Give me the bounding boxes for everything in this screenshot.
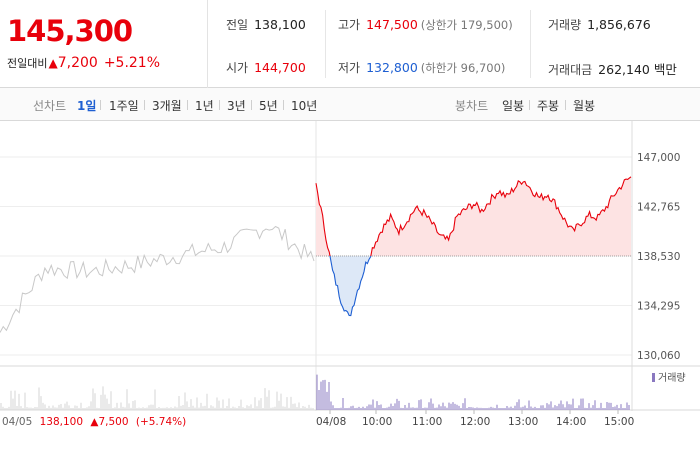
prev-session-caption: 04/05 138,100 ▲7,500 (+5.74%) bbox=[2, 416, 186, 428]
quote-header: 145,300 전일대비▲7,200 +5.21% 전일 138,100 고가 147… bbox=[0, 0, 700, 88]
volume-label: 거래량 bbox=[548, 18, 582, 32]
toolbar-divider bbox=[144, 100, 145, 110]
line-chart-label: 선차트 bbox=[33, 99, 67, 113]
change-percent: +5.21% bbox=[103, 55, 161, 71]
prev-session-line bbox=[0, 225, 315, 333]
toolbar-divider bbox=[219, 100, 220, 110]
turnover-label: 거래대금 bbox=[548, 63, 593, 77]
turnover-stat: 거래대금 262,140 백만 bbox=[548, 59, 677, 78]
candle-weekly-button[interactable]: 주봉 bbox=[537, 99, 560, 113]
high-stat: 고가 147,500 (상한가 179,500) bbox=[338, 16, 513, 33]
low-value: 132,800 bbox=[366, 60, 418, 75]
period-1d-button[interactable]: 1일 bbox=[77, 99, 97, 113]
down-price-line bbox=[329, 256, 372, 317]
period-5y-button[interactable]: 5년 bbox=[259, 99, 278, 113]
period-10y-button[interactable]: 10년 bbox=[291, 99, 318, 113]
prev-close-value: 138,100 bbox=[254, 17, 306, 32]
open-value: 144,700 bbox=[254, 60, 306, 75]
high-label: 고가 bbox=[338, 18, 361, 32]
chart-toolbar: 선차트 1일 1주일 3개월 1년 3년 5년 10년 봉차트 일봉 주봉 월봉 bbox=[0, 88, 700, 121]
toolbar-divider bbox=[283, 100, 284, 110]
price-change-row: 전일대비▲7,200 +5.21% bbox=[7, 55, 160, 71]
x-tick-label: 14:00 bbox=[556, 416, 586, 428]
low-stat: 저가 132,800 (하한가 96,700) bbox=[338, 59, 505, 76]
x-tick-label: 11:00 bbox=[412, 416, 442, 428]
up-price-line bbox=[315, 176, 632, 256]
chart-fill-areas bbox=[316, 176, 631, 316]
period-1y-button[interactable]: 1년 bbox=[195, 99, 214, 113]
up-arrow-icon: ▲ bbox=[48, 56, 58, 70]
stat-divider bbox=[325, 10, 326, 78]
x-tick-label: 15:00 bbox=[604, 416, 634, 428]
y-tick-label: 147,000 bbox=[637, 152, 680, 164]
upper-limit: (상한가 179,500) bbox=[420, 18, 513, 32]
chart-grid bbox=[0, 121, 633, 411]
down-area-fill bbox=[316, 256, 631, 316]
open-stat: 시가 144,700 bbox=[226, 59, 306, 76]
high-value: 147,500 bbox=[366, 17, 418, 32]
period-1w-button[interactable]: 1주일 bbox=[109, 99, 139, 113]
y-axis: 147,000 142,765 138,530 134,295 130,060 bbox=[637, 152, 680, 362]
y-tick-label: 138,530 bbox=[637, 251, 680, 263]
volume-stat: 거래량 1,856,676 bbox=[548, 16, 651, 33]
change-label: 전일대비 bbox=[7, 57, 48, 70]
lower-limit: (하한가 96,700) bbox=[420, 61, 506, 75]
toolbar-divider bbox=[187, 100, 188, 110]
toolbar-divider bbox=[251, 100, 252, 110]
candle-monthly-button[interactable]: 월봉 bbox=[573, 99, 596, 113]
current-price: 145,300 bbox=[7, 14, 133, 48]
toolbar-divider bbox=[100, 100, 101, 110]
period-3m-button[interactable]: 3개월 bbox=[152, 99, 182, 113]
candle-daily-button[interactable]: 일봉 bbox=[502, 99, 525, 113]
x-tick-label: 04/08 bbox=[316, 416, 346, 428]
volume-legend: 거래량 bbox=[652, 372, 686, 384]
x-tick-label: 13:00 bbox=[508, 416, 538, 428]
candle-chart-label: 봉차트 bbox=[455, 99, 489, 113]
stat-divider bbox=[530, 10, 531, 78]
price-chart[interactable]: 147,000 142,765 138,530 134,295 130,060 04/0… bbox=[0, 121, 700, 450]
x-axis: 04/08 10:00 11:00 12:00 13:00 14:00 15:00 bbox=[316, 410, 634, 428]
price-summary: 145,300 전일대비▲7,200 +5.21% bbox=[0, 0, 208, 88]
y-tick-label: 142,765 bbox=[637, 202, 680, 214]
turnover-value: 262,140 백만 bbox=[598, 62, 677, 77]
open-label: 시가 bbox=[226, 61, 249, 75]
prev-session-close: 138,100 bbox=[40, 416, 83, 428]
prev-session-change-pct: (+5.74%) bbox=[136, 416, 186, 428]
change-value: 7,200 bbox=[57, 55, 98, 71]
volume-legend-label: 거래량 bbox=[658, 372, 686, 384]
chart-lines bbox=[0, 176, 632, 333]
low-label: 저가 bbox=[338, 61, 361, 75]
toolbar-divider bbox=[565, 100, 566, 110]
x-tick-label: 12:00 bbox=[460, 416, 490, 428]
prev-close-label: 전일 bbox=[226, 18, 249, 32]
y-tick-label: 130,060 bbox=[637, 350, 680, 362]
period-3y-button[interactable]: 3년 bbox=[227, 99, 246, 113]
prev-session-date: 04/05 bbox=[2, 416, 32, 428]
y-tick-label: 134,295 bbox=[637, 301, 680, 313]
up-area-fill bbox=[316, 176, 631, 256]
volume-chart bbox=[0, 365, 700, 411]
toolbar-divider bbox=[529, 100, 530, 110]
volume-value: 1,856,676 bbox=[587, 17, 651, 32]
volume-legend-swatch bbox=[652, 373, 655, 382]
x-tick-label: 10:00 bbox=[362, 416, 392, 428]
prev-close-stat: 전일 138,100 bbox=[226, 16, 306, 33]
prev-session-change: ▲7,500 bbox=[90, 416, 128, 428]
